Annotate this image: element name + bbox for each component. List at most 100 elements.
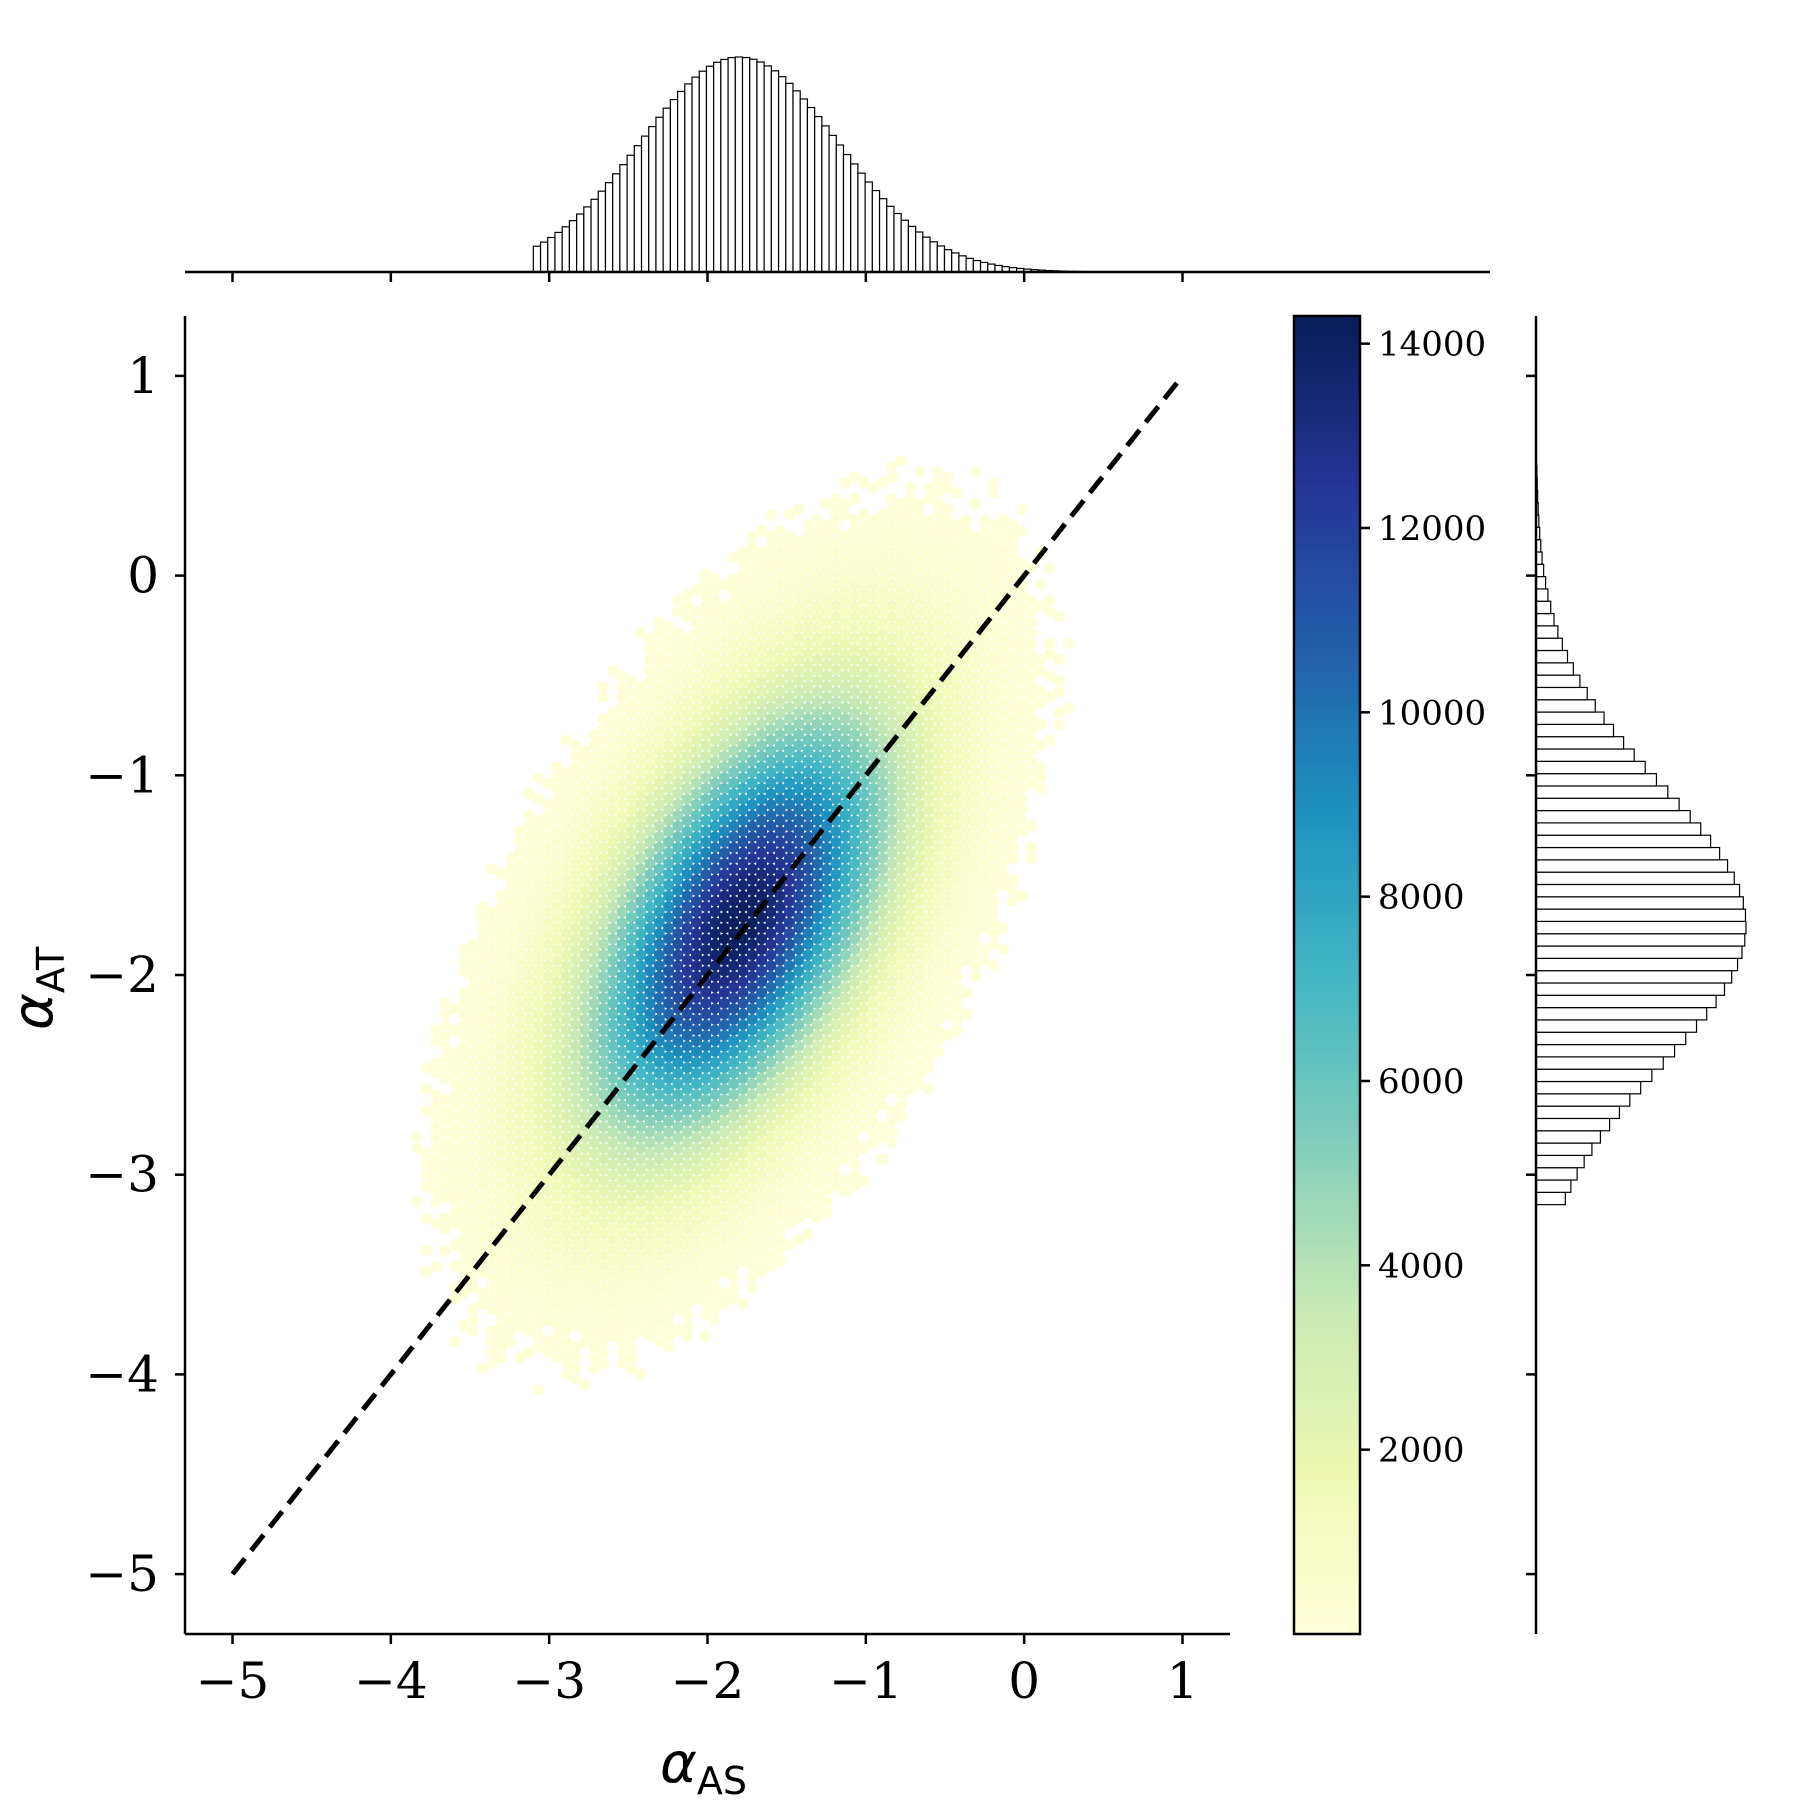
hexbin-cell	[672, 680, 684, 693]
hexbin-cell	[793, 760, 805, 774]
hexbin-cell	[774, 664, 786, 677]
hexbin-cell	[598, 1023, 609, 1037]
right-hist-bar	[1535, 785, 1669, 799]
hexbin-cell	[774, 685, 786, 699]
hexbin-cell	[1007, 744, 1019, 758]
hexbin-cell	[653, 916, 665, 929]
hexbin-cell	[802, 551, 814, 564]
hexbin-cell	[849, 1168, 860, 1182]
hexbin-cell	[979, 879, 991, 892]
hexbin-cell	[523, 862, 535, 876]
hexbin-cell	[988, 744, 1000, 758]
hexbin-cell	[495, 964, 507, 978]
hexbin-cell	[756, 599, 767, 613]
hexbin-cell	[495, 1040, 507, 1053]
hexbin-cell	[644, 664, 656, 677]
hexbin-cell	[626, 685, 637, 699]
hexbin-cell	[923, 728, 935, 741]
hexbin-cell	[1016, 642, 1028, 656]
hexbin-cell	[505, 1023, 516, 1037]
hexbin-cell	[858, 1034, 870, 1048]
hexbin-cell	[746, 1281, 758, 1295]
hexbin-cell	[542, 884, 554, 897]
hexbin-cell	[793, 578, 805, 591]
hexbin-cell	[812, 546, 823, 559]
hexbin-cell	[905, 868, 916, 881]
hexbin-cell	[737, 1007, 749, 1021]
hexbin-cell	[533, 1297, 544, 1311]
hexbin-cell	[1035, 599, 1046, 613]
hexbin-cell	[681, 1040, 693, 1053]
hexbin-cell	[728, 938, 740, 951]
hexbin-cell	[709, 1013, 721, 1026]
hexbin-cell	[746, 755, 758, 768]
hexbin-cell	[932, 970, 944, 983]
hexbin-cell	[821, 519, 833, 532]
hexbin-cell	[839, 648, 851, 661]
hexbin-cell	[895, 626, 907, 639]
hexbin-cell	[514, 954, 526, 967]
hexbin-cell	[700, 868, 712, 881]
hexbin-cell	[700, 1147, 712, 1160]
hexbin-cell	[542, 938, 554, 951]
hexbin-cell	[551, 1287, 563, 1300]
top-hist-bar	[951, 252, 960, 273]
hexbin-cell	[951, 938, 963, 951]
top-hist-bar	[814, 115, 823, 273]
hexbin-cell	[663, 932, 674, 946]
hexbin-cell	[486, 1270, 498, 1284]
hexbin-cell	[616, 1163, 628, 1176]
hexbin-cell	[495, 1287, 507, 1300]
hexbin-cell	[542, 1120, 554, 1133]
hexbin-cell	[812, 750, 823, 763]
right-hist-bar	[1535, 748, 1635, 762]
hexbin-cell	[691, 948, 702, 962]
hexbin-cell	[765, 583, 777, 596]
hexbin-cell	[477, 1211, 488, 1225]
hexbin-cell	[709, 1109, 721, 1123]
top-hist-bar	[597, 190, 607, 273]
hexbin-cell	[598, 1260, 609, 1273]
hexbin-cell	[663, 964, 674, 978]
hexbin-cell	[523, 1324, 535, 1337]
hexbin-cell	[905, 513, 916, 527]
hexbin-cell	[467, 1002, 479, 1015]
hexbin-cell	[923, 803, 935, 817]
hexbin-cell	[839, 1120, 851, 1133]
hexbin-cell	[663, 621, 674, 634]
hexbin-cell	[663, 997, 674, 1010]
hexbin-cell	[877, 476, 888, 489]
hexbin-cell	[765, 680, 777, 693]
hexbin-cell	[663, 1308, 674, 1321]
hexbin-cell	[728, 1152, 740, 1166]
hexbin-cell	[737, 782, 749, 795]
hexbin-cell	[784, 905, 795, 919]
hexbin-cell	[533, 1007, 544, 1021]
hexbin-cell	[672, 1324, 684, 1337]
hexbin-cell	[607, 868, 619, 881]
hexbin-cell	[774, 986, 786, 999]
top-hist-bar	[691, 76, 700, 273]
hexbin-cell	[821, 605, 833, 618]
hexbin-cell	[579, 1324, 591, 1337]
hexbin-cell	[960, 954, 972, 967]
hexbin-cell	[505, 1109, 516, 1123]
hexbin-cell	[774, 846, 786, 860]
hexbin-cell	[774, 674, 786, 688]
hexbin-cell	[942, 556, 953, 570]
hexbin-cell	[560, 1260, 572, 1273]
hexbin-cell	[960, 825, 972, 838]
hexbin-cell	[700, 1168, 712, 1182]
hexbin-cell	[914, 540, 926, 554]
hexbin-cell	[793, 717, 805, 731]
hexbin-cell	[551, 1351, 563, 1364]
hexbin-cell	[914, 830, 926, 843]
hexbin-cell	[914, 594, 926, 607]
hexbin-cell	[812, 964, 823, 978]
hexbin-cell	[486, 1324, 498, 1337]
hexbin-cell	[886, 1040, 898, 1053]
hexbin-cell	[923, 932, 935, 946]
hexbin-cell	[802, 1185, 814, 1198]
hexbin-cell	[579, 1206, 591, 1219]
hexbin-cell	[932, 529, 944, 543]
